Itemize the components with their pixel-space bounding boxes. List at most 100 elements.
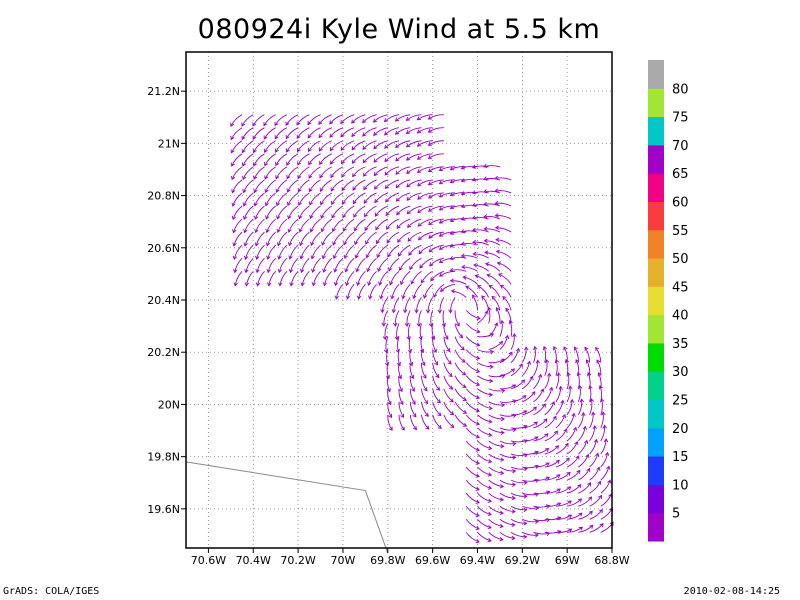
wind-vector-arrowhead [341, 160, 345, 165]
wind-vector [477, 466, 492, 476]
wind-vector-arrowhead [288, 255, 293, 260]
wind-vector-arrowhead [265, 242, 271, 247]
wind-vector-arrowhead [333, 268, 338, 273]
wind-vector [398, 362, 402, 379]
wind-vector [380, 284, 389, 299]
wind-vector-arrowhead [275, 175, 280, 180]
wind-vector-arrowhead [418, 335, 423, 341]
wind-vector-arrowhead [501, 402, 506, 408]
wind-vector-arrowhead [500, 319, 505, 325]
wind-vector-arrowhead [318, 134, 323, 139]
wind-vector [574, 346, 579, 363]
wind-vector [346, 270, 355, 286]
wind-vector-arrowhead [286, 161, 291, 166]
wind-vector-arrowhead [460, 229, 465, 234]
wind-vector-arrowhead [460, 165, 466, 170]
wind-vector [241, 114, 254, 127]
wind-vector-arrowhead [578, 512, 583, 517]
wind-vector-arrowhead [308, 161, 313, 166]
wind-vector-arrowhead [230, 135, 235, 141]
wind-vector-arrowhead [460, 241, 465, 246]
wind-vector [356, 257, 366, 272]
wind-vector-arrowhead [416, 116, 421, 121]
colorbar-label: 35 [672, 337, 689, 352]
wind-vector-arrowhead [252, 162, 257, 167]
wind-vector-arrowhead [286, 188, 291, 193]
wind-vector-arrowhead [342, 213, 347, 219]
wind-vector-arrowhead [444, 335, 449, 340]
wind-vector-arrowhead [299, 255, 304, 260]
wind-vector-arrowhead [427, 181, 433, 186]
wind-vector-arrowhead [394, 117, 400, 122]
wind-vector [398, 244, 411, 257]
wind-vector [439, 166, 456, 171]
wind-vector-arrowhead [411, 387, 415, 392]
wind-vector [483, 165, 501, 168]
wind-vector-arrowhead [242, 189, 247, 194]
wind-vector [243, 205, 254, 220]
wind-vector [575, 359, 580, 376]
wind-vector [578, 440, 588, 455]
colorbar-segment [648, 286, 664, 316]
wind-vector [522, 421, 538, 429]
wind-vector-arrowhead [386, 239, 391, 244]
wind-vector-arrowhead [384, 144, 389, 149]
wind-vector [462, 266, 478, 272]
wind-vector [488, 307, 491, 324]
wind-vector-arrowhead [417, 222, 422, 227]
wind-vector [398, 401, 404, 418]
wind-vector-arrowhead [584, 439, 589, 444]
wind-vector-arrowhead [373, 118, 378, 123]
wind-vector [589, 495, 602, 507]
wind-vector [278, 257, 288, 273]
wind-vector [521, 347, 527, 363]
wind-vector [488, 341, 503, 351]
wind-vector-arrowhead [318, 120, 323, 125]
wind-vector-arrowhead [242, 202, 247, 207]
wind-vector [417, 127, 433, 134]
wind-vector [406, 127, 422, 134]
wind-vector [499, 414, 517, 417]
wind-vector-arrowhead [438, 259, 444, 264]
wind-vector-arrowhead [427, 194, 433, 199]
wind-vector-arrowhead [450, 289, 456, 294]
wind-vector-arrowhead [475, 382, 481, 387]
wind-vector-arrowhead [385, 375, 390, 380]
wind-vector [439, 297, 445, 313]
wind-vector [589, 509, 603, 520]
colorbar-label: 60 [672, 195, 689, 210]
wind-vector-arrowhead [499, 510, 504, 515]
wind-vector-arrowhead [438, 232, 444, 237]
wind-vector-arrowhead [384, 362, 390, 367]
wind-vector-arrowhead [427, 155, 433, 159]
wind-vector [578, 454, 589, 468]
wind-vector [417, 179, 433, 187]
wind-vector-arrowhead [384, 131, 389, 136]
wind-vector-arrowhead [544, 433, 549, 438]
wind-vector [522, 518, 539, 523]
wind-vector [442, 310, 446, 327]
wind-vector-arrowhead [554, 445, 560, 450]
wind-vector [499, 492, 516, 499]
wind-vector-arrowhead [571, 412, 576, 417]
wind-vector-arrowhead [585, 453, 590, 459]
wind-vector [256, 257, 265, 273]
wind-vector-arrowhead [431, 335, 436, 341]
wind-vector-arrowhead [308, 147, 312, 153]
colorbar-segment [648, 314, 664, 344]
wind-vector [495, 202, 512, 207]
wind-vector-arrowhead [462, 384, 467, 388]
wind-vector-arrowhead [340, 133, 345, 138]
wind-vector-arrowhead [567, 486, 572, 491]
wind-vector [319, 140, 332, 152]
wind-vector [566, 427, 577, 442]
wind-vector [298, 205, 310, 219]
wind-vector [450, 280, 467, 285]
wind-vector-arrowhead [512, 333, 517, 338]
wind-vector [498, 273, 512, 285]
wind-vector-arrowhead [351, 132, 356, 138]
wind-vector-arrowhead [484, 250, 489, 255]
wind-vector-arrowhead [461, 358, 466, 363]
colorbar-segment [648, 371, 664, 401]
wind-vector-arrowhead [511, 535, 516, 541]
